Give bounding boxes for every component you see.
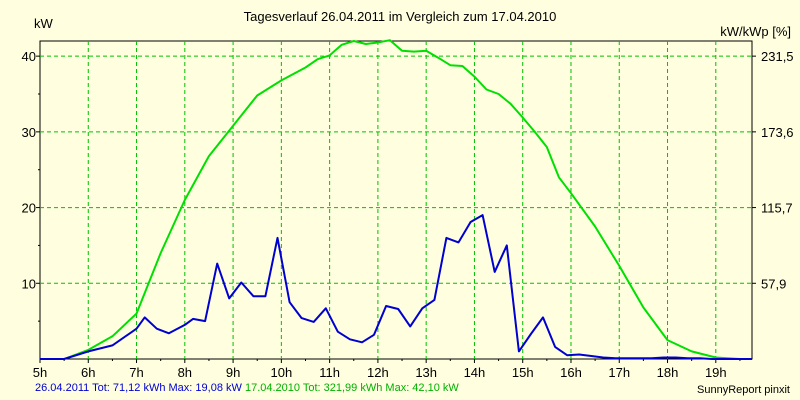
y-tick-label-right: 115,7: [761, 201, 793, 216]
legend-series-2: 17.04.2010 Tot: 321,99 kWh Max: 42,10 kW: [244, 382, 459, 394]
x-tick-label: 19h: [705, 365, 727, 380]
y-tick-label-left: 40: [22, 49, 36, 64]
y-tick-label-left: 30: [22, 125, 36, 140]
series-line-17-04-2010: [63, 39, 752, 360]
y-axis-right-label: kW/kWp [%]: [720, 24, 791, 39]
x-tick-label: 15h: [512, 365, 534, 380]
x-tick-label: 7h: [129, 365, 143, 380]
x-tick-label: 18h: [657, 365, 679, 380]
x-tick-label: 5h: [33, 365, 47, 380]
x-tick-label: 14h: [464, 365, 486, 380]
x-tick-label: 6h: [81, 365, 95, 380]
credit-label: SunnyReport pinxit: [697, 384, 790, 396]
y-tick-label-right: 173,6: [761, 125, 794, 140]
y-tick-label-right: 231,5: [761, 49, 794, 64]
legend-series-1: 26.04.2011 Tot: 71,12 kWh Max: 19,08 kW: [35, 382, 242, 394]
y-axis-left-label: kW: [34, 16, 53, 31]
x-tick-label: 8h: [178, 365, 192, 380]
series-line-26-04-2011: [40, 214, 752, 360]
x-tick-label: 11h: [319, 365, 340, 380]
y-tick-label-left: 10: [22, 276, 36, 291]
x-tick-label: 13h: [415, 365, 437, 380]
x-tick-label: 17h: [608, 365, 630, 380]
legend-footer: 26.04.2011 Tot: 71,12 kWh Max: 19,08 kW …: [35, 382, 459, 394]
x-tick-label: 9h: [226, 365, 240, 380]
y-tick-label-left: 20: [22, 201, 36, 216]
chart-title: Tagesverlauf 26.04.2011 im Vergleich zum…: [243, 9, 557, 24]
y-tick-label-right: 57,9: [761, 276, 786, 291]
x-tick-label: 16h: [560, 365, 582, 380]
x-tick-label: 12h: [367, 365, 389, 380]
plot-frame: [39, 40, 753, 360]
x-tick-label: 10h: [271, 365, 293, 380]
